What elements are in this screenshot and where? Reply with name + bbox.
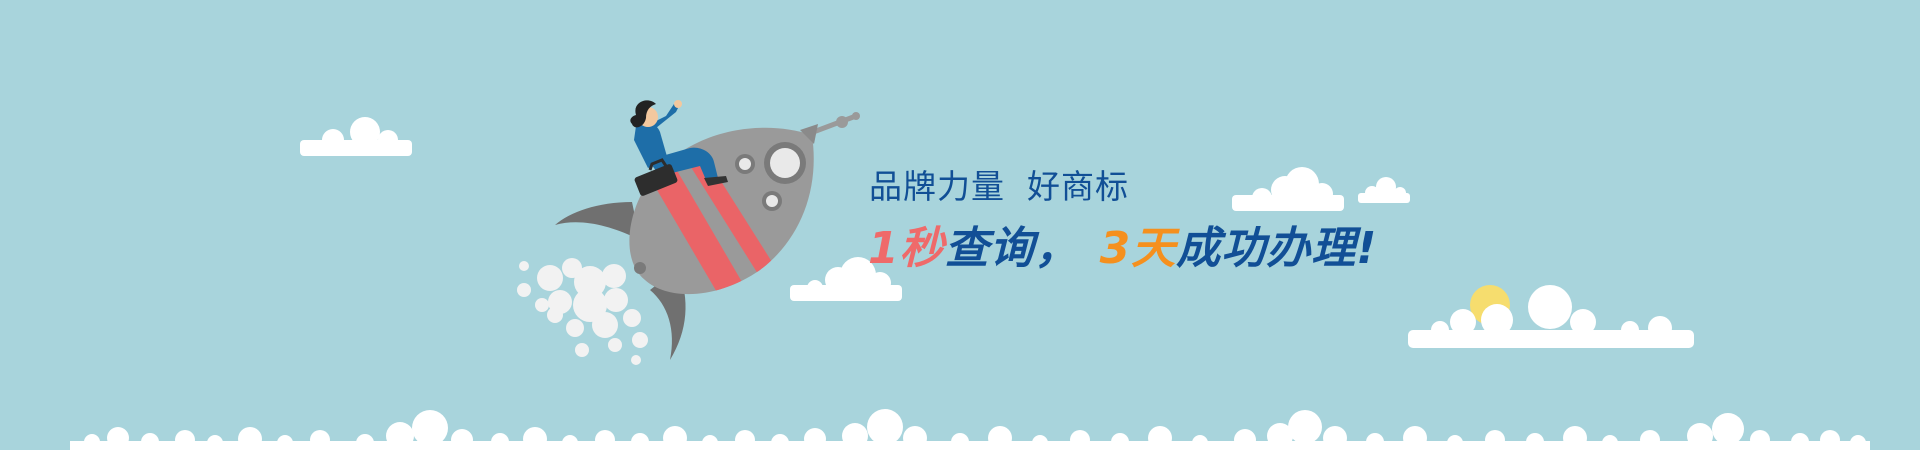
slogan: 1秒查询， 3天成功办理! bbox=[868, 212, 1377, 276]
headline-part-brand-power: 品牌力量 bbox=[869, 167, 1005, 206]
headline-part-good-trademark: 好商标 bbox=[1027, 167, 1129, 206]
slogan-highlight-three-days: 3天 bbox=[1100, 223, 1177, 274]
cloud-icon bbox=[300, 117, 412, 156]
slogan-query-text: 查询， bbox=[945, 223, 1080, 274]
cloud-icon bbox=[1232, 167, 1344, 211]
cloud-icon bbox=[1358, 177, 1410, 203]
cloud-row bbox=[70, 409, 1870, 450]
smoke-icon bbox=[517, 258, 648, 365]
headline: 品牌力量 好商标 bbox=[869, 160, 1129, 208]
slogan-highlight-one-second: 1秒 bbox=[868, 223, 945, 274]
slogan-done-text: 成功办理! bbox=[1176, 223, 1377, 274]
cloud-icon bbox=[1408, 285, 1694, 348]
